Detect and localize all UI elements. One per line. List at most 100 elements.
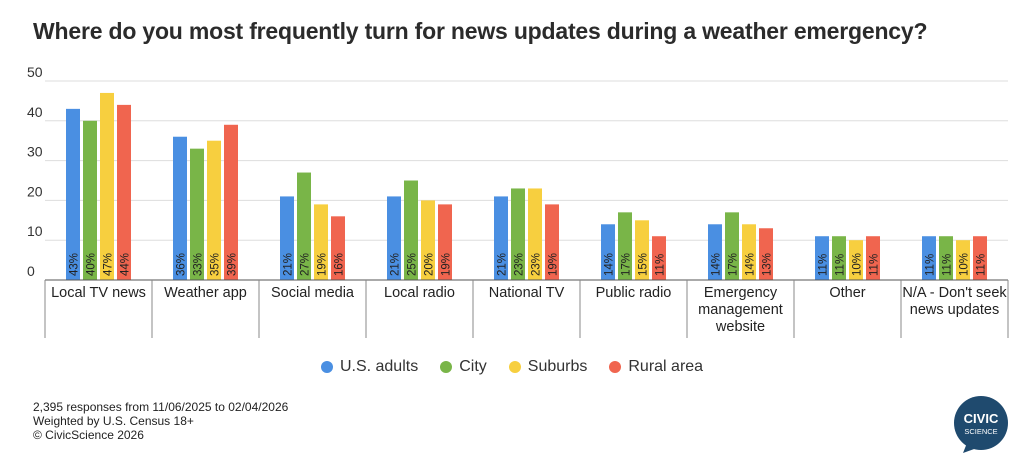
bar — [618, 212, 632, 280]
bar-data-label: 14% — [711, 253, 723, 276]
bar-data-label: 21% — [497, 253, 509, 276]
bar-data-label: 16% — [334, 253, 346, 276]
bar-data-label: 17% — [621, 253, 633, 276]
bar — [280, 196, 294, 280]
bar — [314, 204, 328, 280]
bar — [601, 224, 615, 280]
bar — [725, 212, 739, 280]
x-tick-label: Local radio — [384, 285, 455, 301]
bar — [815, 236, 829, 280]
bar — [832, 236, 846, 280]
bar — [331, 216, 345, 280]
bar-data-label: 11% — [925, 254, 937, 276]
legend-label: Suburbs — [527, 358, 588, 375]
bar — [224, 124, 238, 280]
civicscience-logo: CIVIC SCIENCE — [954, 396, 1008, 453]
bar-data-label: 10% — [959, 253, 971, 276]
bar — [956, 240, 970, 280]
y-tick-label: 40 — [27, 104, 43, 120]
bar — [849, 240, 863, 280]
legend-swatch — [508, 361, 521, 373]
bar — [207, 140, 221, 280]
bar-data-label: 21% — [390, 253, 402, 276]
y-tick-label: 10 — [27, 223, 43, 239]
bar-data-label: 36% — [176, 253, 188, 276]
bar-data-label: 10% — [852, 253, 864, 276]
footer-weighting: Weighted by U.S. Census 18+ — [33, 414, 194, 428]
bar-chart: 0 10 20 30 40 50 43% 40% 47% 44% 36% 33% 35% 39% 21% 27… — [27, 64, 1009, 338]
bar-data-label: 43% — [69, 253, 81, 276]
bar-data-label: 40% — [86, 253, 98, 276]
bar-data-label: 17% — [728, 253, 740, 276]
bar — [494, 196, 508, 280]
bar — [742, 224, 756, 280]
bar-data-label: 11% — [869, 254, 881, 276]
bar — [511, 188, 525, 280]
legend-label: City — [459, 358, 487, 375]
bar — [117, 104, 131, 280]
bar — [973, 236, 987, 280]
footer-copyright: © CivicScience 2026 — [33, 428, 144, 442]
bar-data-label: 21% — [283, 253, 295, 276]
footer-responses: 2,395 responses from 11/06/2025 to 02/04… — [33, 400, 289, 414]
logo-text-science: SCIENCE — [964, 427, 997, 436]
bar-data-label: 19% — [548, 253, 560, 276]
bar-data-label: 27% — [300, 253, 312, 276]
bar — [545, 204, 559, 280]
bar — [190, 148, 204, 280]
x-tick-label: National TV — [489, 285, 565, 301]
y-tick-label: 30 — [27, 144, 43, 160]
bar-data-label: 15% — [638, 253, 650, 276]
bar — [708, 224, 722, 280]
bar-data-label: 44% — [120, 253, 132, 276]
bar-data-label: 11% — [835, 254, 847, 276]
bar-data-label: 23% — [514, 253, 526, 276]
chart-title: Where do you most frequently turn for ne… — [33, 18, 928, 44]
logo-text-civic: CIVIC — [964, 411, 999, 426]
bar-data-label: 25% — [407, 253, 419, 276]
legend-item: U.S. adults — [320, 358, 419, 376]
y-tick-label: 20 — [27, 183, 43, 199]
bar — [83, 120, 97, 280]
bar — [387, 196, 401, 280]
chart-legend: U.S. adults City Suburbs Rural area — [0, 358, 1024, 376]
bar — [922, 236, 936, 280]
x-tick-label: Social media — [271, 285, 355, 301]
bar — [759, 228, 773, 280]
bar — [652, 236, 666, 280]
x-tick-label: N/A - Don't seek — [902, 285, 1007, 301]
legend-label: U.S. adults — [339, 358, 419, 375]
bar-data-label: 11% — [976, 254, 988, 276]
legend-swatch — [609, 361, 622, 373]
bar — [173, 136, 187, 280]
bar-data-label: 35% — [210, 253, 222, 276]
bar-data-label: 23% — [531, 253, 543, 276]
legend-item: Rural area — [609, 358, 703, 376]
bar — [297, 172, 311, 280]
bar-data-label: 13% — [762, 253, 774, 276]
bar-data-label: 20% — [424, 253, 436, 276]
x-tick-label: management — [698, 302, 783, 318]
x-tick-label: Weather app — [164, 285, 247, 301]
bar-data-label: 11% — [655, 254, 667, 276]
bar — [438, 204, 452, 280]
bar — [939, 236, 953, 280]
bar — [866, 236, 880, 280]
legend-label: Rural area — [628, 358, 704, 375]
bar-data-label: 11% — [942, 254, 954, 276]
y-tick-label: 50 — [27, 64, 43, 80]
legend-item: City — [440, 358, 487, 376]
bar-data-label: 11% — [818, 254, 830, 276]
bar-data-label: 47% — [103, 253, 115, 276]
legend-item: Suburbs — [508, 358, 588, 376]
x-tick-label: website — [715, 319, 765, 335]
legend-swatch — [320, 361, 333, 373]
bar — [404, 180, 418, 280]
bar-data-label: 39% — [227, 253, 239, 276]
y-tick-label: 0 — [27, 263, 35, 279]
bar — [66, 108, 80, 280]
x-tick-label: Other — [829, 285, 865, 301]
bar — [100, 92, 114, 280]
x-tick-label: Local TV news — [51, 285, 146, 301]
legend-swatch — [440, 361, 453, 373]
